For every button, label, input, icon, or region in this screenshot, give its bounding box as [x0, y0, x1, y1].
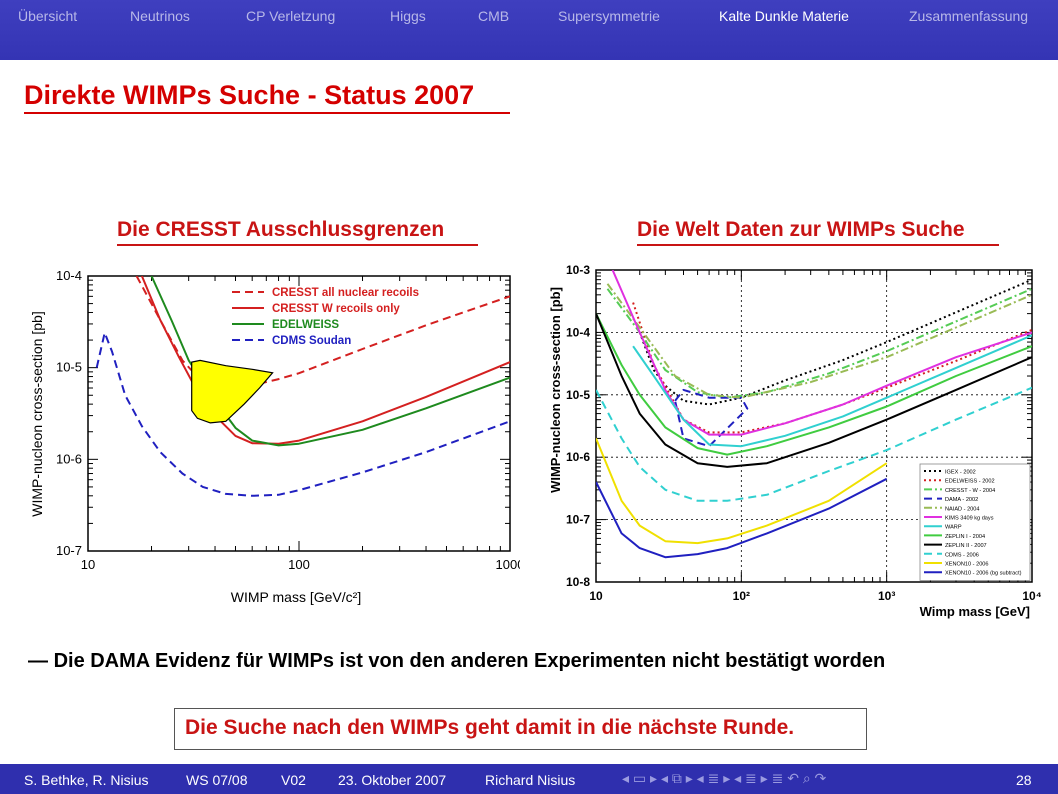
footer-bar: S. Bethke, R. Nisius WS 07/08 V02 23. Ok…: [0, 764, 1058, 794]
legend-label: ZEPLIN I - 2004: [945, 534, 985, 540]
callout-text: Die Suche nach den WIMPs geht damit in d…: [185, 716, 795, 739]
y-tick-label: 10-5: [56, 360, 82, 375]
y-tick-label: 10-4: [56, 268, 82, 283]
right-heading-underline: [637, 244, 999, 246]
footer-term: WS 07/08: [186, 772, 248, 788]
legend-label: XENON10 - 2006 (bg subtract): [945, 571, 1022, 577]
nav-item-cmb[interactable]: CMB: [478, 8, 510, 24]
x-tick-label: 100: [288, 557, 310, 572]
x-axis-label: Wimp mass [GeV]: [920, 604, 1030, 619]
x-tick-label: 10³: [878, 589, 895, 603]
series-dama-2002: [674, 388, 749, 448]
legend-label: CDMS - 2006: [945, 552, 979, 558]
series-zeplin-i-2004: [596, 313, 1032, 456]
nav-item-supersymmetrie[interactable]: Supersymmetrie: [558, 8, 660, 24]
legend-label: ZEPLIN II - 2007: [945, 543, 987, 549]
series-warp: [632, 334, 1032, 448]
footer-authors: S. Bethke, R. Nisius: [24, 772, 149, 788]
bullet-text: Die DAMA Evidenz für WIMPs ist von den a…: [53, 650, 886, 672]
legend-box: [919, 463, 1031, 581]
x-axis-label: WIMP mass [GeV/c²]: [231, 589, 361, 605]
bullet-dash: —: [28, 650, 48, 672]
slide-title: Direkte WIMPs Suche - Status 2007: [24, 80, 475, 110]
series-zeplin-ii-2007: [596, 313, 1032, 468]
legend-label: EDELWEISS - 2002: [945, 479, 995, 485]
top-navigation: Übersicht Neutrinos CP Verletzung Higgs …: [0, 0, 1058, 60]
y-axis-label: WIMP-nucleon cross-section [pb]: [548, 287, 563, 493]
legend-label: NAIAD - 2004: [945, 506, 980, 512]
series-cdms-soudan: [95, 331, 510, 497]
legend-label: CRESST W recoils only: [272, 303, 400, 315]
dama-bullet: — Die DAMA Evidenz für WIMPs ist von den…: [28, 650, 885, 673]
x-tick-label: 10⁴: [1022, 589, 1041, 603]
series-xenon10-2006-bg-subtract: [596, 477, 888, 559]
y-tick-label: 10-8: [566, 575, 590, 589]
footer-page-number: 28: [1016, 772, 1032, 788]
world-data-chart: 10 10² 10³ 10⁴ 10-3 10-4 10-5 10-6 10-7 10-8 IGEX…: [548, 263, 1042, 619]
x-tick-label: 10: [589, 589, 603, 603]
conclusion-callout: Die Suche nach den WIMPs geht damit in d…: [174, 708, 867, 750]
footer-speaker: Richard Nisius: [485, 772, 576, 788]
nav-item-cp-verletzung[interactable]: CP Verletzung: [246, 8, 336, 24]
nav-item-higgs[interactable]: Higgs: [390, 8, 426, 24]
nav-item-uebersicht[interactable]: Übersicht: [18, 8, 78, 24]
left-chart-heading: Die CRESST Ausschlussgrenzen: [117, 218, 445, 241]
y-tick-label: 10-7: [566, 513, 590, 527]
nav-item-neutrinos[interactable]: Neutrinos: [130, 8, 190, 24]
beamer-navigation-controls[interactable]: ◂ ▭ ▸ ◂ ⧉ ▸ ◂ ≣ ▸ ◂ ≣ ▸ ≣ ↶ ⌕ ↷: [622, 770, 827, 786]
nav-item-kalte-dunkle-materie[interactable]: Kalte Dunkle Materie: [719, 8, 849, 24]
series-cresst-w-2004: [606, 287, 1032, 399]
y-tick-label: 10-7: [56, 543, 82, 558]
series-edelweiss-2002: [632, 302, 1032, 434]
cresst-exclusion-chart: 10 100 1000 10-4 10-5 10-6 10-7 CRESST all nuc…: [29, 268, 520, 605]
legend-label: WARP: [945, 525, 962, 531]
y-tick-label: 10-6: [566, 450, 590, 464]
legend-label: KIMS 3409 kg days: [945, 516, 994, 522]
legend-label: EDELWEISS: [272, 319, 339, 331]
footer-version: V02: [281, 772, 306, 788]
x-tick-label: 10²: [733, 589, 750, 603]
y-tick-label: 10-3: [566, 263, 590, 277]
y-tick-label: 10-5: [566, 388, 590, 402]
legend-label: CDMS Soudan: [272, 335, 351, 347]
right-chart-heading: Die Welt Daten zur WIMPs Suche: [637, 218, 965, 241]
series-xenon10-2006: [596, 438, 888, 545]
y-axis-label: WIMP-nucleon cross-section [pb]: [29, 311, 45, 516]
series-cresst-all-nuclear-recoils: [135, 276, 510, 389]
legend-label: CRESST all nuclear recoils: [272, 287, 419, 299]
title-underline: [24, 112, 510, 114]
footer-date: 23. Oktober 2007: [338, 772, 447, 788]
y-tick-label: 10-4: [566, 325, 590, 339]
series-cdms-2006: [596, 386, 1032, 502]
nav-item-zusammenfassung[interactable]: Zusammenfassung: [909, 8, 1029, 24]
legend-label: IGEX - 2002: [945, 470, 976, 476]
x-tick-label: 1000: [496, 557, 520, 572]
series-cresst-w-recoils-only: [140, 276, 510, 445]
y-tick-label: 10-6: [56, 451, 82, 466]
x-tick-label: 10: [81, 557, 95, 572]
legend-label: DAMA - 2002: [945, 497, 978, 503]
series-edelweiss: [150, 276, 510, 447]
series-naiad-2004: [606, 283, 1032, 399]
left-heading-underline: [117, 244, 478, 246]
series-kims-3409-kg-days: [611, 270, 1032, 436]
legend-label: XENON10 - 2006: [945, 562, 989, 568]
series-dama-region: [191, 359, 274, 424]
legend-label: CRESST - W - 2004: [945, 488, 995, 494]
